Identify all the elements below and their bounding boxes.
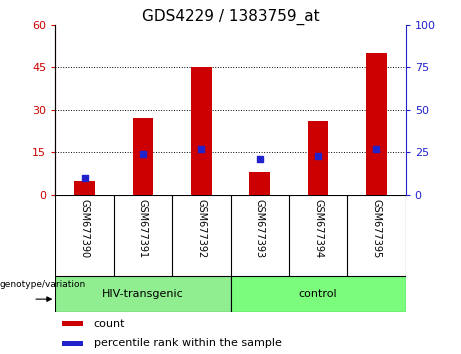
Text: GSM677392: GSM677392: [196, 199, 207, 258]
Bar: [366, 53, 387, 195]
Text: GSM677390: GSM677390: [79, 199, 89, 258]
Text: HIV-transgenic: HIV-transgenic: [102, 289, 184, 299]
Text: control: control: [299, 289, 337, 299]
Text: GSM677391: GSM677391: [138, 199, 148, 258]
Bar: [62, 341, 83, 346]
Bar: [133, 118, 153, 195]
Bar: [62, 321, 83, 326]
Point: [314, 153, 322, 159]
Bar: [249, 172, 270, 195]
Text: genotype/variation: genotype/variation: [0, 280, 86, 290]
Bar: [74, 181, 95, 195]
Text: GSM677393: GSM677393: [254, 199, 265, 258]
Bar: [308, 121, 328, 195]
Text: GSM677395: GSM677395: [372, 199, 382, 258]
Point: [256, 156, 263, 162]
Point: [198, 146, 205, 152]
Point: [373, 146, 380, 152]
Point: [139, 151, 147, 157]
Bar: [230, 276, 406, 312]
Text: GSM677394: GSM677394: [313, 199, 323, 258]
Point: [81, 175, 88, 181]
Text: count: count: [94, 319, 125, 329]
Bar: [55, 276, 230, 312]
Text: percentile rank within the sample: percentile rank within the sample: [94, 338, 282, 348]
Title: GDS4229 / 1383759_at: GDS4229 / 1383759_at: [142, 8, 319, 25]
Bar: [191, 67, 212, 195]
